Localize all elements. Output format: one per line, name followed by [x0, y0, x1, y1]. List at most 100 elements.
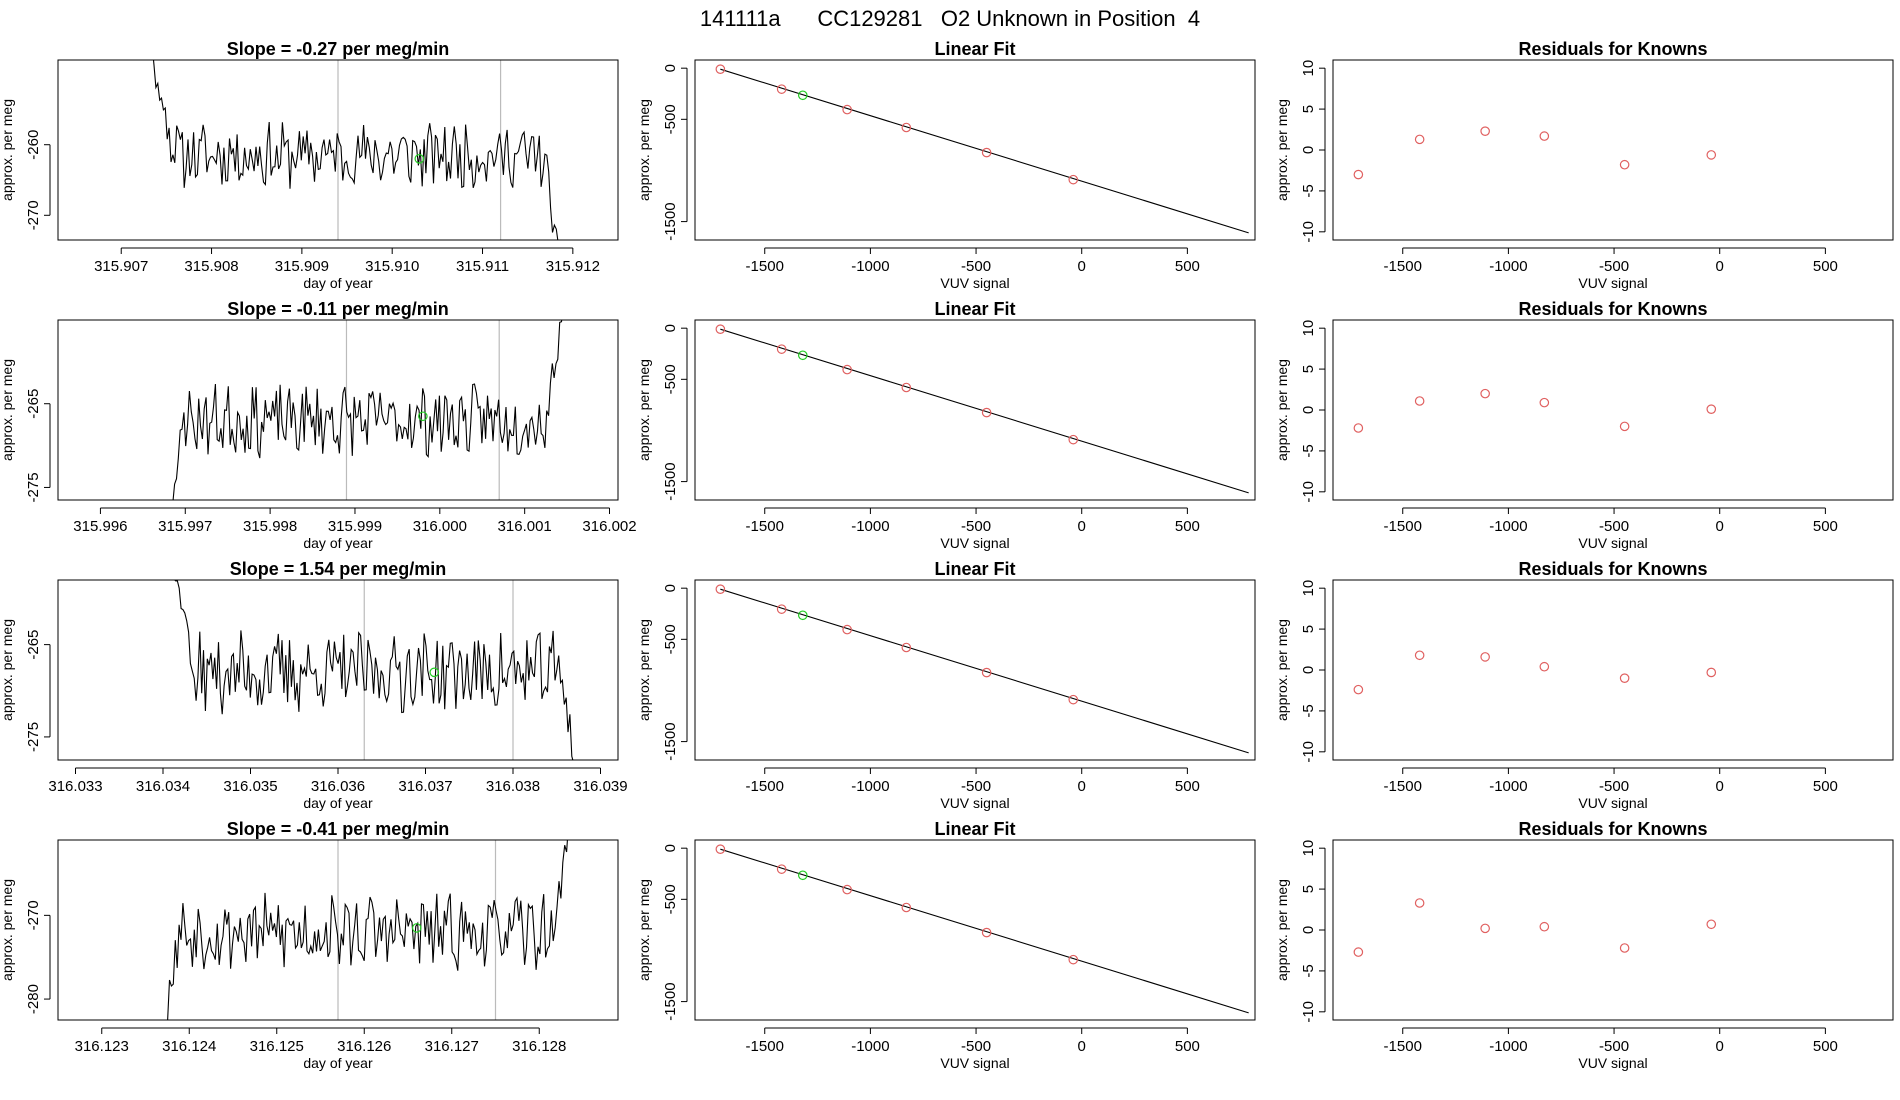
y-tick-label: 10: [1300, 60, 1317, 77]
x-tick-label: 315.912: [546, 258, 600, 275]
y-tick-label: -1500: [662, 462, 679, 500]
data-point: [901, 902, 912, 913]
chart-panel-1: Slope = -0.27 per meg/min 315.907 315.908 3…: [0, 39, 619, 291]
unknown-point: [797, 350, 808, 361]
y-tick-label: -5: [1300, 444, 1317, 457]
x-tick-label: 316.035: [223, 778, 277, 795]
x-tick-label: 316.128: [512, 1038, 566, 1055]
x-tick-label: 316.033: [48, 778, 102, 795]
unknown-point: [429, 667, 440, 678]
y-axis-label: approx. per meg: [636, 99, 652, 201]
x-axis-label: day of year: [303, 275, 373, 291]
data-point: [981, 667, 992, 678]
fit-line: [720, 588, 1249, 754]
y-tick-label: -280: [25, 984, 42, 1014]
y-tick-label: -1500: [662, 202, 679, 240]
y-tick-label: -270: [25, 900, 42, 930]
y-tick-label: -275: [25, 722, 42, 752]
y-tick-label: 0: [1300, 146, 1317, 154]
x-tick-label: 316.039: [573, 778, 627, 795]
x-tick-label: 315.997: [158, 518, 212, 535]
plot-frame: [1332, 59, 1894, 241]
data-point: [715, 584, 726, 595]
chart-title: Linear Fit: [934, 559, 1015, 579]
y-tick-label: 10: [1300, 840, 1317, 857]
x-tick-label: 315.999: [328, 518, 382, 535]
plot-frame: [694, 319, 1256, 501]
x-axis-label: VUV signal: [940, 1055, 1009, 1071]
x-tick-label: -1000: [1489, 518, 1527, 535]
data-point: [1706, 667, 1717, 678]
data-point: [842, 884, 852, 895]
x-tick-label: 315.908: [184, 258, 238, 275]
x-tick-label: 316.123: [75, 1038, 129, 1055]
x-tick-label: 316.034: [136, 778, 190, 795]
data-point: [842, 364, 852, 375]
x-tick-label: -1500: [1384, 1038, 1422, 1055]
x-tick-label: -1500: [1384, 778, 1422, 795]
y-tick-label: 0: [662, 324, 679, 332]
y-tick-label: 5: [1300, 105, 1317, 113]
data-point: [1068, 694, 1079, 705]
y-tick-label: -500: [662, 624, 679, 654]
data-point: [1619, 673, 1630, 683]
chart-panel-7: Slope = 1.54 per meg/min 316.033 316.034 31…: [0, 559, 628, 811]
y-axis-label: approx. per meg: [1274, 879, 1290, 981]
series-line: [174, 580, 574, 760]
unknown-point: [797, 870, 808, 881]
series-line: [152, 60, 559, 240]
page-title: 141111a CC129281 O2 Unknown in Position …: [699, 6, 1201, 31]
chart-panel-3: Residuals for Knowns -1500 -1000 -500 0 500 VU…: [1274, 39, 1894, 291]
y-tick-label: -5: [1300, 964, 1317, 977]
y-tick-label: -10: [1300, 741, 1317, 763]
chart-title: Slope = -0.27 per meg/min: [227, 39, 450, 59]
x-tick-label: 0: [1078, 518, 1086, 535]
plot-area: [1353, 126, 1717, 180]
y-tick-label: 0: [662, 584, 679, 592]
x-tick-label: -1000: [1489, 778, 1527, 795]
x-tick-label: 316.000: [413, 518, 467, 535]
y-tick-label: -270: [25, 200, 42, 230]
x-tick-label: -1000: [851, 258, 889, 275]
data-point: [901, 122, 912, 133]
x-tick-label: 315.996: [73, 518, 127, 535]
x-axis-label: VUV signal: [940, 275, 1009, 291]
plot-area: [172, 320, 563, 500]
chart-panel-6: Residuals for Knowns -1500 -1000 -500 0 500 VU…: [1274, 299, 1894, 551]
y-axis-label: approx. per meg: [1274, 619, 1290, 721]
plot-area: [174, 580, 574, 760]
chart-title: Slope = 1.54 per meg/min: [230, 559, 447, 579]
chart-title: Residuals for Knowns: [1518, 39, 1707, 59]
x-tick-label: -1500: [746, 258, 784, 275]
y-tick-label: -10: [1300, 481, 1317, 503]
x-tick-label: 315.909: [275, 258, 329, 275]
series-line: [172, 320, 563, 500]
x-tick-label: -1500: [746, 1038, 784, 1055]
y-tick-label: -500: [662, 884, 679, 914]
data-point: [1706, 404, 1717, 414]
data-point: [1706, 150, 1717, 160]
chart-title: Residuals for Knowns: [1518, 559, 1707, 579]
plot-frame: [1332, 579, 1894, 761]
y-axis-label: approx. per meg: [0, 619, 15, 721]
plot-area: [715, 64, 1249, 234]
x-tick-label: 316.037: [398, 778, 452, 795]
data-point: [1619, 421, 1630, 432]
y-tick-label: 0: [1300, 406, 1317, 414]
x-tick-label: -500: [961, 258, 991, 275]
x-tick-label: 316.002: [582, 518, 636, 535]
y-tick-label: -10: [1300, 1001, 1317, 1023]
x-tick-label: -1500: [746, 518, 784, 535]
chart-title: Linear Fit: [934, 299, 1015, 319]
plot-frame: [1332, 839, 1894, 1021]
y-tick-label: -275: [25, 472, 42, 502]
x-axis-label: VUV signal: [940, 535, 1009, 551]
y-tick-label: -5: [1300, 704, 1317, 717]
x-tick-label: -500: [1599, 1038, 1629, 1055]
series-line: [167, 840, 568, 1020]
x-tick-label: -500: [961, 778, 991, 795]
y-tick-label: 5: [1300, 365, 1317, 373]
data-point: [1068, 434, 1079, 445]
data-point: [901, 382, 912, 393]
data-point: [776, 84, 787, 94]
